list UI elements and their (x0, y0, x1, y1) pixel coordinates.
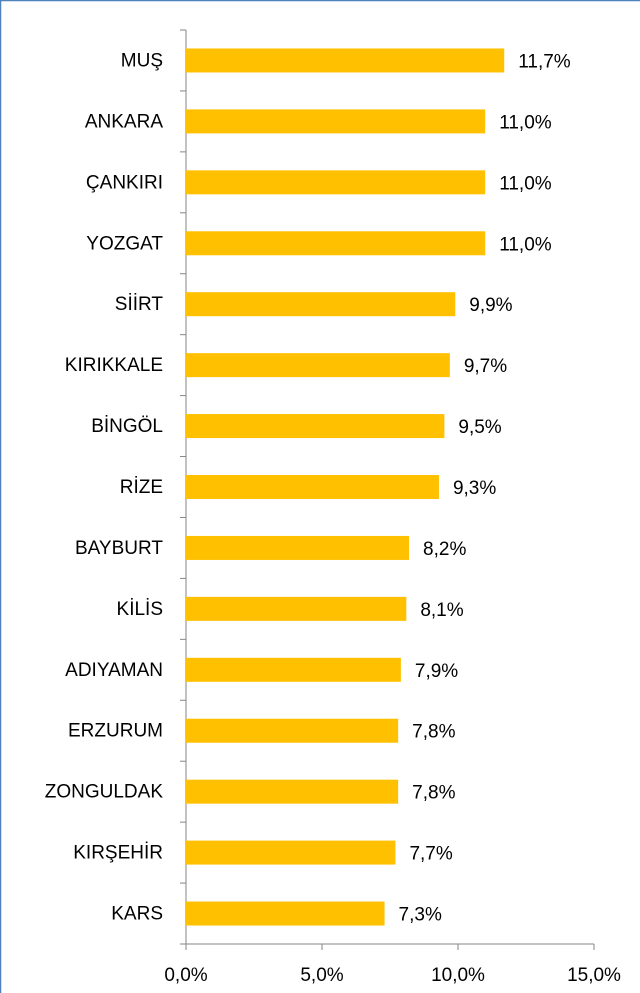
value-label: 9,7% (464, 356, 507, 377)
y-tick-label: BİNGÖL (91, 416, 163, 437)
y-tick-label: SİİRT (115, 294, 164, 315)
y-tick-label: KIRŞEHİR (73, 843, 163, 864)
value-label: 9,3% (453, 478, 496, 499)
value-label: 7,8% (412, 722, 455, 743)
bar (186, 657, 401, 682)
bar (186, 840, 396, 865)
value-label: 8,1% (420, 600, 463, 621)
x-tick-label: 0,0% (164, 965, 207, 986)
value-label: 9,5% (458, 417, 501, 438)
bar (186, 109, 486, 134)
y-tick-label: ÇANKIRI (86, 172, 163, 193)
y-tick-label: RİZE (120, 477, 163, 498)
value-label: 11,7% (518, 51, 571, 72)
bar (186, 596, 407, 621)
bar (186, 48, 505, 73)
bar (186, 292, 456, 317)
y-tick-label: ZONGULDAK (45, 782, 164, 803)
y-tick-label: ANKARA (85, 111, 163, 132)
bar (186, 779, 399, 804)
value-label: 11,0% (499, 112, 552, 133)
bar (186, 170, 486, 195)
y-tick-label: YOZGAT (86, 233, 163, 254)
bar (186, 535, 410, 560)
y-tick-label: KARS (111, 904, 163, 925)
bar (186, 718, 399, 743)
value-label: 7,7% (409, 844, 452, 865)
y-tick-label: MUŞ (121, 50, 163, 71)
value-label: 7,8% (412, 783, 455, 804)
y-tick-label: KIRIKKALE (65, 355, 163, 376)
x-tick-label: 15,0% (567, 965, 621, 986)
bar (186, 231, 486, 256)
bar (186, 414, 445, 439)
y-tick-label: KİLİS (117, 599, 163, 620)
value-label: 7,9% (415, 661, 458, 682)
y-tick-label: ERZURUM (68, 721, 163, 742)
x-tick-label: 5,0% (300, 965, 343, 986)
bar (186, 475, 439, 499)
value-label: 8,2% (423, 539, 466, 560)
value-label: 11,0% (499, 173, 552, 194)
value-label: 11,0% (499, 234, 552, 255)
x-tick-label: 10,0% (431, 965, 485, 986)
bar (186, 353, 450, 378)
value-label: 9,9% (469, 295, 512, 316)
y-tick-label: ADIYAMAN (65, 660, 163, 681)
value-label: 7,3% (399, 905, 442, 926)
bar (186, 901, 385, 926)
y-tick-label: BAYBURT (75, 538, 163, 559)
